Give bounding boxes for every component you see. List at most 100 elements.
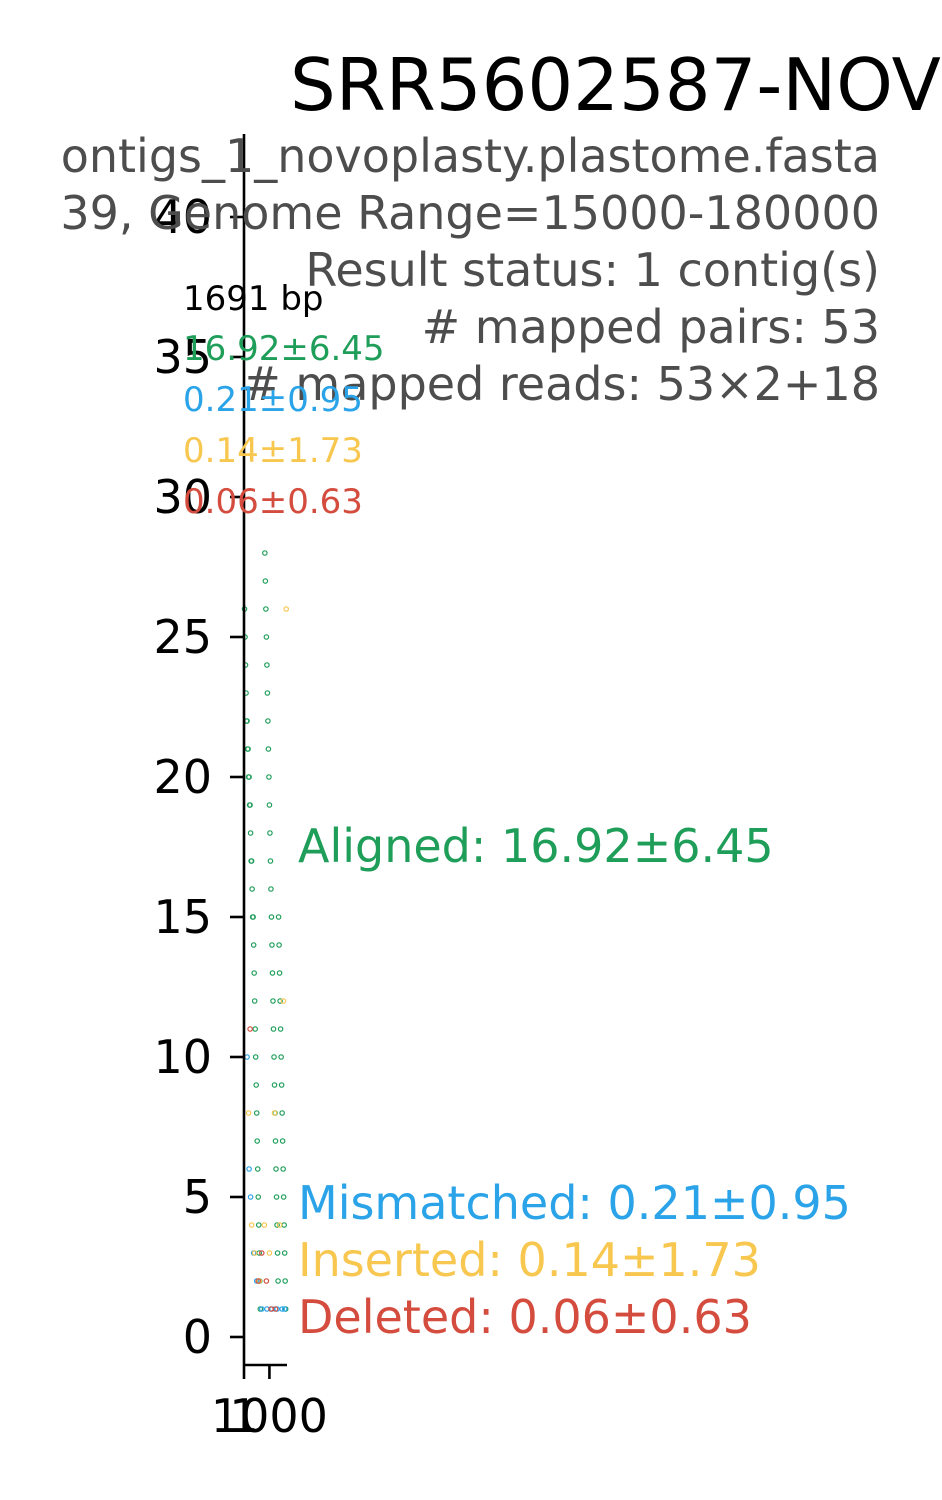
aligned-point (267, 830, 273, 836)
y-tick-label: 5 (183, 1170, 212, 1224)
aligned-point (278, 1082, 285, 1088)
mismatched-point (246, 1166, 252, 1172)
legend: Aligned: 16.92±6.45 Mismatched: 0.21±0.9… (298, 819, 851, 1344)
aligned-point (269, 970, 276, 976)
aligned-point (273, 1166, 279, 1172)
aligned-point (252, 1054, 259, 1060)
aligned-point (264, 662, 270, 668)
chart-title: SRR5602587-NOV (290, 43, 941, 127)
inserted-point (280, 998, 287, 1004)
aligned-point (265, 746, 272, 752)
aligned-point (255, 1194, 262, 1200)
subtitle-line-5: # mapped reads: 53×2+18 (242, 357, 880, 411)
contig-length-label: 1691 bp (183, 279, 324, 319)
deleted-point (263, 1278, 270, 1284)
y-tick-label: 0 (183, 1310, 212, 1364)
data-points-layer (241, 550, 290, 1312)
aligned-point (247, 830, 254, 836)
inserted-point (266, 1250, 273, 1256)
aligned-point (282, 1278, 288, 1284)
aligned-point (278, 1054, 284, 1060)
aligned-point (248, 858, 255, 864)
x-tick-label: 1000 (211, 1389, 328, 1443)
y-tick-label: 20 (153, 750, 212, 804)
aligned-point (275, 1278, 281, 1284)
aligned-point (269, 942, 275, 948)
legend-mismatched: Mismatched: 0.21±0.95 (298, 1176, 851, 1230)
mismatched-point (244, 1054, 250, 1060)
aligned-point (265, 718, 271, 724)
aligned-point (281, 1222, 287, 1228)
aligned-point (271, 1082, 278, 1088)
x-tick-label: 1 (229, 1389, 258, 1443)
aligned-point (254, 1138, 261, 1144)
stats-annotation: 1691 bp 16.92±6.45 0.21±0.95 0.14±1.73 0… (183, 279, 385, 522)
inserted-point (248, 1222, 255, 1228)
mismatched-point (279, 1306, 285, 1312)
aligned-point (253, 1082, 260, 1088)
aligned-point (272, 1138, 279, 1144)
legend-inserted: Inserted: 0.14±1.73 (298, 1233, 761, 1287)
aligned-point (252, 1026, 258, 1032)
aligned-point (275, 914, 282, 920)
deleted-point (247, 1026, 253, 1032)
inserted-point (251, 1250, 258, 1256)
aligned-point (251, 998, 258, 1004)
aligned-point (250, 942, 257, 948)
subtitle-line-2: 39, Genome Range=15000-180000 (60, 186, 880, 240)
aligned-point (263, 634, 270, 640)
aligned-point (250, 914, 256, 920)
aligned-point (268, 914, 275, 920)
aligned-point (281, 1250, 288, 1256)
mismatched-point (281, 1306, 288, 1312)
mismatched-point (247, 1194, 254, 1200)
mismatched-point (258, 1306, 265, 1312)
y-tick-label: 35 (153, 330, 212, 384)
aligned-point (276, 970, 283, 976)
chart-subtitle: ontigs_1_novoplasty.plastome.fasta 39, G… (60, 129, 880, 411)
aligned-point (274, 1250, 281, 1256)
mismatched-stat: 0.21±0.95 (183, 380, 363, 420)
aligned-point (273, 1194, 280, 1200)
aligned-point (251, 970, 257, 976)
aligned-stat: 16.92±6.45 (183, 329, 385, 369)
aligned-point (280, 1166, 286, 1172)
inserted-point (245, 1110, 252, 1116)
deleted-point (255, 1278, 262, 1284)
legend-deleted: Deleted: 0.06±0.63 (298, 1290, 752, 1344)
aligned-point (266, 802, 273, 808)
aligned-point (263, 606, 269, 612)
aligned-point (276, 942, 282, 948)
aligned-point (247, 802, 253, 808)
aligned-point (277, 998, 283, 1004)
inserted-stat: 0.14±1.73 (183, 431, 363, 471)
aligned-point (270, 998, 276, 1004)
subtitle-line-4: # mapped pairs: 53 (422, 300, 880, 354)
y-tick-label: 40 (153, 190, 212, 244)
aligned-point (246, 774, 252, 780)
subtitle-line-3: Result status: 1 contig(s) (305, 243, 880, 297)
aligned-point (253, 1110, 260, 1116)
aligned-point (279, 1138, 286, 1144)
aligned-point (266, 774, 272, 780)
aligned-point (249, 886, 255, 892)
aligned-point (255, 1222, 262, 1228)
aligned-point (262, 550, 268, 556)
y-tick-label: 15 (153, 890, 212, 944)
subtitle-line-1: ontigs_1_novoplasty.plastome.fasta (61, 129, 880, 183)
aligned-point (274, 1222, 280, 1228)
deleted-point (272, 1306, 279, 1312)
y-tick-label: 30 (153, 470, 212, 524)
aligned-point (245, 746, 251, 752)
aligned-point (254, 1166, 261, 1172)
aligned-point (264, 690, 271, 696)
inserted-point (271, 1110, 278, 1116)
inserted-point (283, 606, 290, 612)
y-tick-label: 25 (153, 610, 212, 664)
aligned-point (279, 1110, 285, 1116)
aligned-point (262, 578, 269, 584)
y-tick-label: 10 (153, 1030, 212, 1084)
aligned-point (270, 1026, 277, 1032)
